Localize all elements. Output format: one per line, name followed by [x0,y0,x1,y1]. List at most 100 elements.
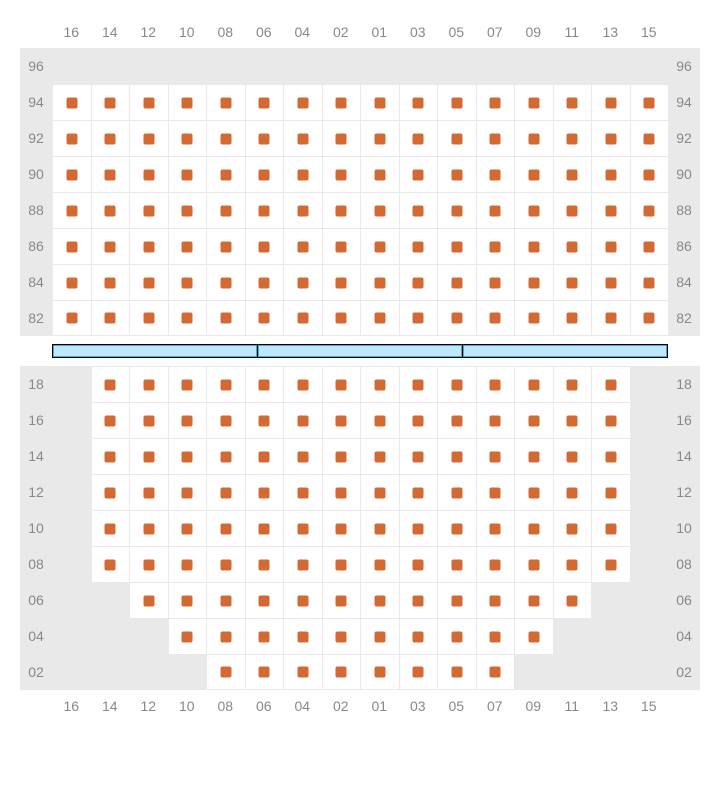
seat-occupied[interactable] [91,546,130,582]
seat-occupied[interactable] [129,120,168,156]
seat-occupied[interactable] [591,546,630,582]
seat-occupied[interactable] [591,510,630,546]
seat-occupied[interactable] [476,402,515,438]
seat-occupied[interactable] [91,84,130,120]
seat-occupied[interactable] [168,228,207,264]
seat-occupied[interactable] [553,510,592,546]
seat-occupied[interactable] [591,474,630,510]
seat-occupied[interactable] [514,228,553,264]
seat-occupied[interactable] [168,618,207,654]
seat-occupied[interactable] [553,582,592,618]
seat-occupied[interactable] [514,582,553,618]
seat-occupied[interactable] [168,366,207,402]
seat-occupied[interactable] [283,654,322,690]
seat-occupied[interactable] [399,510,438,546]
seat-occupied[interactable] [322,582,361,618]
seat-occupied[interactable] [476,300,515,336]
seat-occupied[interactable] [437,402,476,438]
seat-occupied[interactable] [52,300,91,336]
seat-occupied[interactable] [514,300,553,336]
seat-occupied[interactable] [168,402,207,438]
seat-occupied[interactable] [245,300,284,336]
seat-occupied[interactable] [591,156,630,192]
seat-occupied[interactable] [399,84,438,120]
seat-occupied[interactable] [360,618,399,654]
seat-occupied[interactable] [206,228,245,264]
seat-occupied[interactable] [245,546,284,582]
seat-occupied[interactable] [52,264,91,300]
seat-occupied[interactable] [476,618,515,654]
seat-occupied[interactable] [245,366,284,402]
seat-occupied[interactable] [245,582,284,618]
seat-occupied[interactable] [245,618,284,654]
seat-occupied[interactable] [283,192,322,228]
seat-occupied[interactable] [168,156,207,192]
seat-occupied[interactable] [91,402,130,438]
seat-occupied[interactable] [322,654,361,690]
seat-occupied[interactable] [553,192,592,228]
seat-occupied[interactable] [129,366,168,402]
seat-occupied[interactable] [399,300,438,336]
seat-occupied[interactable] [476,654,515,690]
seat-occupied[interactable] [206,438,245,474]
seat-occupied[interactable] [168,510,207,546]
seat-occupied[interactable] [322,474,361,510]
seat-occupied[interactable] [476,264,515,300]
seat-occupied[interactable] [553,300,592,336]
seat-occupied[interactable] [399,264,438,300]
seat-occupied[interactable] [245,402,284,438]
seat-occupied[interactable] [630,156,669,192]
seat-occupied[interactable] [168,300,207,336]
seat-occupied[interactable] [476,84,515,120]
seat-occupied[interactable] [322,300,361,336]
seat-occupied[interactable] [437,546,476,582]
seat-occupied[interactable] [476,474,515,510]
seat-occupied[interactable] [322,366,361,402]
seat-occupied[interactable] [91,192,130,228]
seat-occupied[interactable] [630,192,669,228]
seat-occupied[interactable] [591,192,630,228]
seat-occupied[interactable] [206,264,245,300]
seat-occupied[interactable] [206,582,245,618]
seat-occupied[interactable] [630,120,669,156]
seat-occupied[interactable] [399,192,438,228]
seat-occupied[interactable] [437,618,476,654]
seat-occupied[interactable] [360,264,399,300]
seat-occupied[interactable] [360,546,399,582]
seat-occupied[interactable] [129,84,168,120]
seat-occupied[interactable] [437,156,476,192]
seat-occupied[interactable] [129,474,168,510]
seat-occupied[interactable] [437,510,476,546]
seat-occupied[interactable] [245,438,284,474]
seat-occupied[interactable] [283,618,322,654]
seat-occupied[interactable] [553,264,592,300]
seat-occupied[interactable] [591,120,630,156]
seat-occupied[interactable] [52,228,91,264]
seat-occupied[interactable] [476,438,515,474]
seat-occupied[interactable] [129,300,168,336]
seat-occupied[interactable] [399,474,438,510]
seat-occupied[interactable] [283,582,322,618]
seat-occupied[interactable] [360,300,399,336]
seat-occupied[interactable] [553,228,592,264]
seat-occupied[interactable] [322,228,361,264]
seat-occupied[interactable] [322,264,361,300]
seat-occupied[interactable] [399,546,438,582]
seat-occupied[interactable] [206,366,245,402]
seat-occupied[interactable] [437,474,476,510]
seat-occupied[interactable] [206,402,245,438]
seat-occupied[interactable] [168,120,207,156]
seat-occupied[interactable] [514,402,553,438]
seat-occupied[interactable] [129,156,168,192]
seat-occupied[interactable] [360,84,399,120]
seat-occupied[interactable] [476,366,515,402]
seat-occupied[interactable] [437,84,476,120]
seat-occupied[interactable] [283,300,322,336]
seat-occupied[interactable] [514,474,553,510]
seat-occupied[interactable] [91,228,130,264]
seat-occupied[interactable] [476,156,515,192]
seat-occupied[interactable] [91,474,130,510]
seat-occupied[interactable] [129,264,168,300]
seat-occupied[interactable] [360,120,399,156]
seat-occupied[interactable] [91,120,130,156]
